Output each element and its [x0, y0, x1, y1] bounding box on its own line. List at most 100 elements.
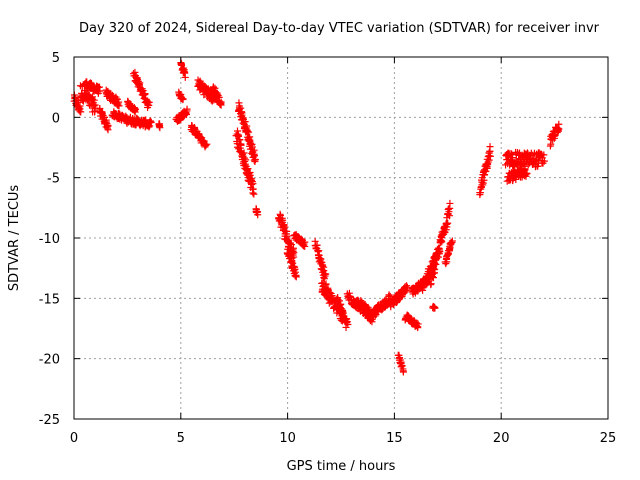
data-point — [292, 268, 300, 276]
y-axis-label: SDTVAR / TECUs — [7, 185, 22, 292]
data-point — [297, 235, 305, 243]
data-point — [238, 109, 246, 117]
data-point — [315, 251, 323, 259]
data-point — [234, 132, 242, 140]
data-point — [317, 255, 325, 263]
data-point — [509, 154, 517, 162]
data-point — [523, 170, 531, 178]
data-point — [237, 140, 245, 148]
data-point — [131, 105, 139, 113]
data-point — [147, 117, 155, 125]
y-tick-label: 5 — [52, 51, 60, 66]
tick-labels: 0 5 10 15 20 25 -25 -20 -15 -10 -5 0 5 — [39, 51, 617, 446]
grid-lines — [74, 57, 608, 419]
data-point — [102, 86, 110, 94]
x-tick-label: 5 — [177, 431, 185, 446]
data-point — [427, 280, 435, 288]
data-point — [385, 291, 393, 299]
data-point — [319, 262, 327, 270]
data-point — [485, 149, 493, 157]
data-point — [521, 166, 529, 174]
data-point — [431, 303, 439, 311]
data-point — [446, 212, 454, 220]
data-point — [217, 98, 225, 106]
data-point — [403, 283, 411, 291]
data-point — [334, 296, 342, 304]
data-point — [155, 123, 163, 131]
data-point — [430, 303, 438, 311]
data-point — [286, 239, 294, 247]
data-point — [414, 320, 422, 328]
data-point — [145, 98, 153, 106]
data-point — [286, 253, 294, 261]
data-point — [508, 150, 516, 158]
data-point — [104, 126, 112, 134]
data-point — [335, 297, 343, 305]
data-point — [446, 199, 454, 207]
data-point — [540, 151, 548, 159]
data-point — [402, 287, 410, 295]
data-point — [486, 143, 494, 151]
data-point — [90, 96, 98, 104]
data-point — [254, 211, 262, 219]
data-point — [203, 140, 211, 148]
data-point — [419, 286, 427, 294]
data-point — [436, 247, 444, 255]
data-point — [241, 118, 249, 126]
data-point — [431, 265, 439, 273]
y-tick-label: -10 — [39, 232, 60, 247]
x-tick-label: 25 — [600, 431, 617, 446]
data-point — [540, 157, 548, 165]
data-point — [485, 156, 493, 164]
y-tick-label: -5 — [47, 172, 60, 187]
data-point — [319, 282, 327, 290]
data-point — [398, 362, 406, 370]
data-point — [344, 321, 352, 329]
data-point — [181, 73, 189, 81]
data-point — [301, 242, 309, 250]
data-point — [448, 237, 456, 245]
x-tick-label: 20 — [493, 431, 510, 446]
data-point — [554, 126, 562, 134]
data-point — [429, 274, 437, 282]
data-point — [534, 162, 542, 170]
y-tick-label: 0 — [52, 111, 60, 126]
data-point — [96, 87, 104, 95]
data-point — [147, 118, 155, 126]
data-points — [70, 59, 563, 376]
data-point — [146, 122, 154, 130]
data-point — [145, 123, 153, 131]
axis-ticks — [73, 56, 609, 420]
data-point — [77, 108, 85, 116]
x-tick-label: 15 — [386, 431, 403, 446]
data-point — [368, 318, 376, 326]
data-point — [91, 101, 99, 109]
data-point — [76, 102, 84, 110]
data-point — [250, 190, 258, 198]
data-point — [241, 154, 249, 162]
data-point — [249, 189, 257, 197]
data-point — [412, 319, 420, 327]
data-point — [284, 245, 292, 253]
data-point — [399, 368, 407, 376]
data-point — [183, 107, 191, 115]
data-point — [245, 128, 253, 136]
y-tick-label: -25 — [39, 413, 60, 428]
data-point — [242, 156, 250, 164]
data-point — [236, 136, 244, 144]
y-tick-label: -20 — [39, 353, 60, 368]
data-point — [239, 114, 247, 122]
data-point — [321, 270, 329, 278]
data-point — [486, 152, 494, 160]
data-point — [444, 219, 452, 227]
data-point — [202, 142, 210, 150]
data-point — [179, 95, 187, 103]
x-tick-label: 0 — [70, 431, 78, 446]
data-point — [251, 156, 259, 164]
data-point — [244, 127, 252, 135]
y-tick-label: -15 — [39, 292, 60, 307]
data-point — [438, 238, 446, 246]
x-axis-label: GPS time / hours — [287, 459, 396, 474]
data-point — [292, 273, 300, 281]
data-point — [555, 125, 563, 133]
